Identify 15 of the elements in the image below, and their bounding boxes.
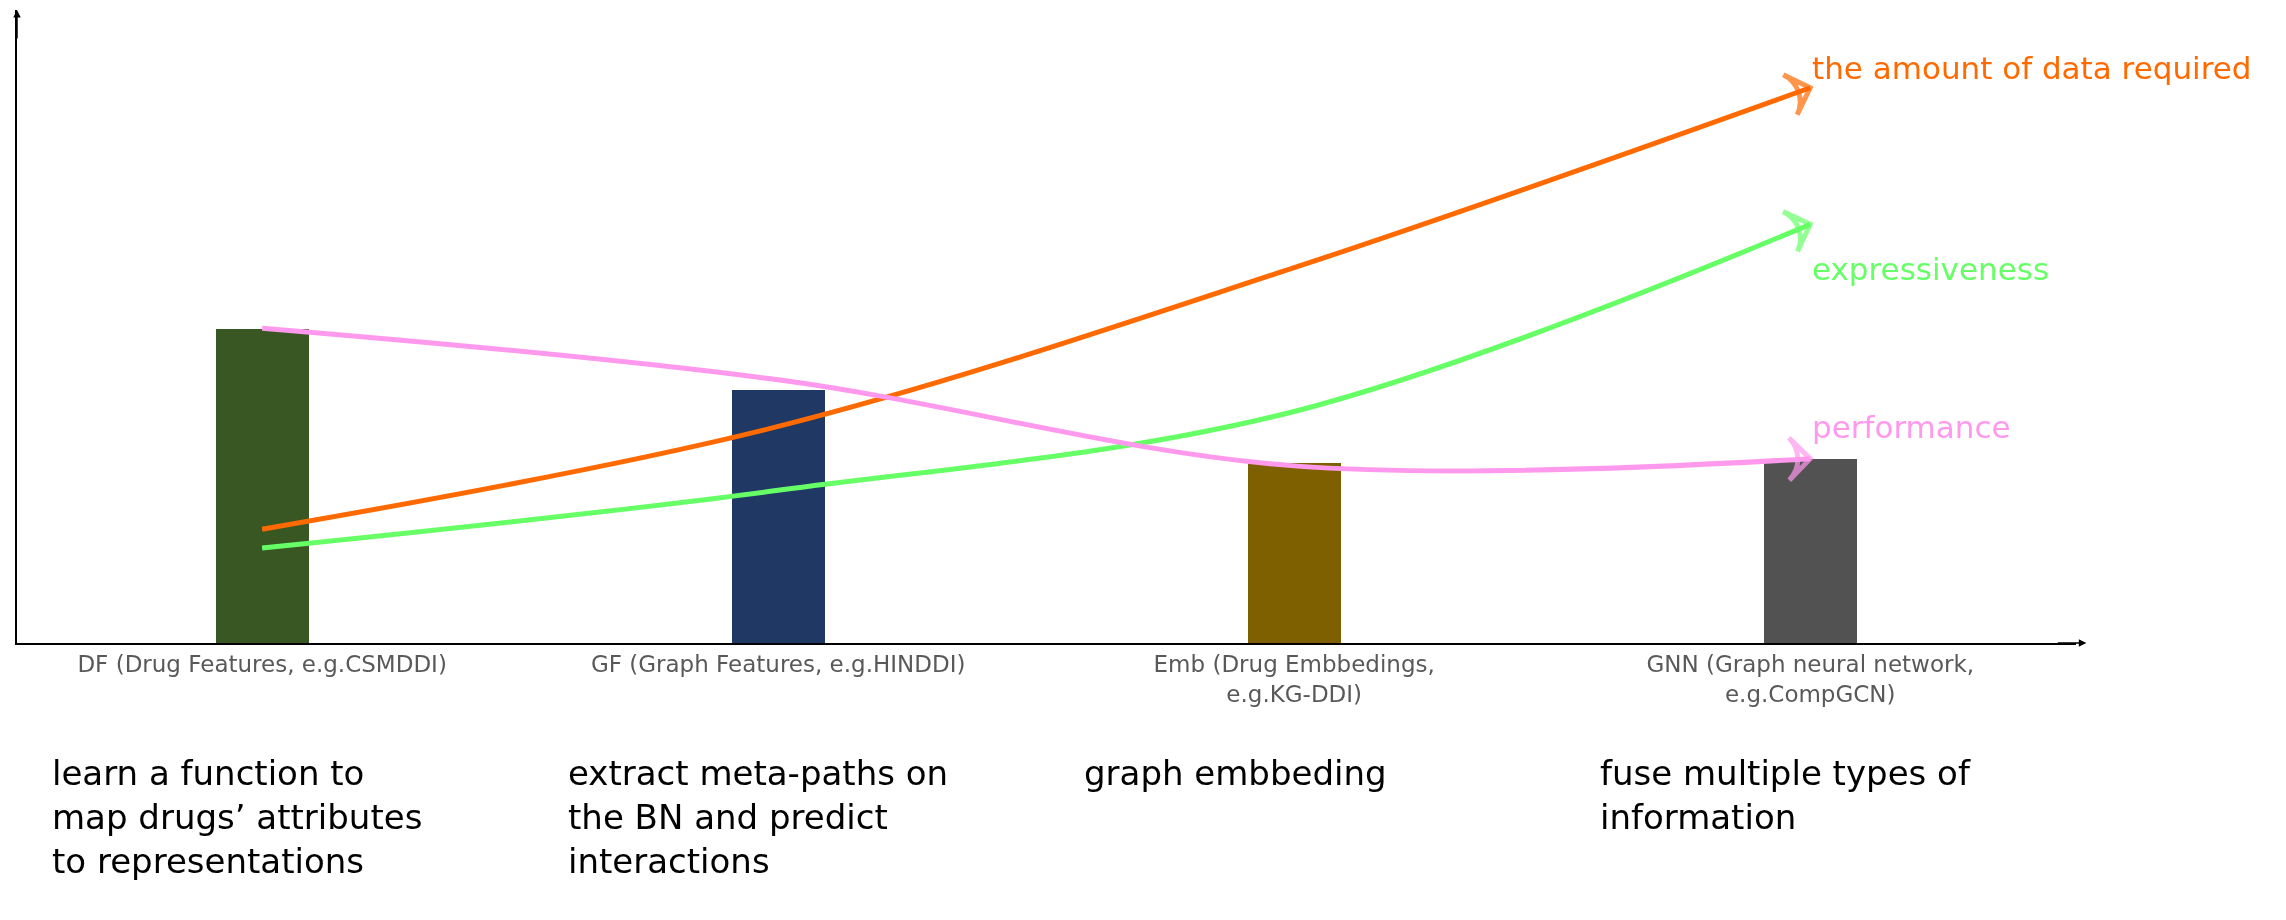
- bar: [216, 329, 309, 643]
- x-tick-label: DF (Drug Features, e.g.CSMDDI): [77, 651, 447, 678]
- bar: [1248, 463, 1341, 643]
- x-tick-label: GNN (Graph neural network, e.g.CompGCN): [1646, 651, 1975, 708]
- text: extract meta-paths on the BN and predict interactions: [568, 753, 949, 882]
- bar: [1764, 459, 1857, 643]
- legend-label: expressiveness: [1812, 251, 2050, 287]
- text: graph embbeding: [1084, 753, 1387, 793]
- bar: [732, 390, 825, 643]
- series-label: performance: [1812, 409, 2011, 445]
- text: fuse multiple types of information: [1600, 753, 1971, 838]
- text: learn a function to map drugs’ attributes to representations: [52, 753, 423, 882]
- series-label: the amount of data required: [1812, 50, 2252, 86]
- x-tick-label: GF (Graph Features, e.g.HINDDI): [590, 651, 966, 678]
- x-tick-label: Emb (Drug Embbedings, e.g.KG-DDI): [1153, 651, 1435, 708]
